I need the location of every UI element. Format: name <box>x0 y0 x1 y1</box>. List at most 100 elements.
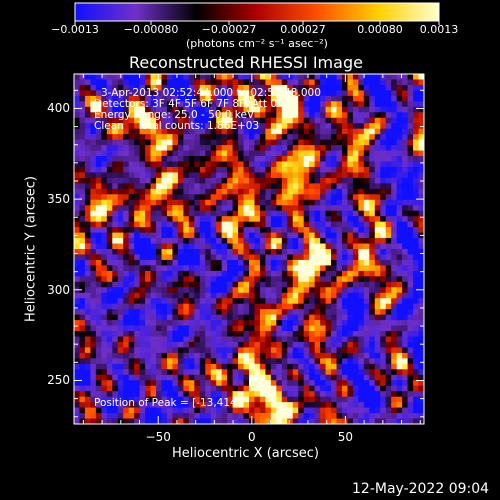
heatmap-cell <box>227 249 234 256</box>
heatmap-cell <box>407 314 414 321</box>
heatmap-cell <box>177 243 184 250</box>
heatmap-cell <box>374 341 381 349</box>
heatmap-cell <box>369 369 376 376</box>
heatmap-cell <box>298 254 305 261</box>
heatmap-cell <box>407 380 414 387</box>
heatmap-cell <box>303 249 310 256</box>
heatmap-cell <box>254 172 261 179</box>
heatmap-cell <box>341 238 349 245</box>
heatmap-cell <box>287 128 294 135</box>
heatmap-cell <box>205 117 212 124</box>
heatmap-cell <box>183 194 190 201</box>
heatmap-cell <box>166 314 174 321</box>
heatmap-cell <box>413 363 420 370</box>
heatmap-cell <box>90 243 97 250</box>
heatmap-cell <box>249 205 256 212</box>
heatmap-cell <box>320 259 327 267</box>
heatmap-cell <box>161 199 168 206</box>
heatmap-cell <box>380 385 387 392</box>
heatmap-cell <box>221 156 228 163</box>
heatmap-cell <box>106 112 113 119</box>
heatmap-cell <box>407 95 414 102</box>
heatmap-cell <box>145 347 152 354</box>
heatmap-cell <box>270 259 277 267</box>
heatmap-cell <box>385 369 392 376</box>
heatmap-cell <box>391 341 398 349</box>
heatmap-cell <box>161 128 168 135</box>
heatmap-cell <box>309 325 316 332</box>
heatmap-cell <box>216 276 223 283</box>
heatmap-cell <box>172 391 179 398</box>
heatmap-cell <box>84 117 92 124</box>
heatmap-cell <box>84 320 92 327</box>
heatmap-cell <box>358 74 365 81</box>
heatmap-cell <box>374 413 381 420</box>
heatmap-cell <box>385 391 392 398</box>
heatmap-cell <box>95 221 102 228</box>
heatmap-cell <box>150 188 157 195</box>
heatmap-cell <box>199 320 206 327</box>
heatmap-cell <box>292 314 299 321</box>
heatmap-cell <box>276 341 283 349</box>
heatmap-cell <box>254 341 261 349</box>
heatmap-cell <box>112 123 119 130</box>
heatmap-cell <box>270 139 277 146</box>
heatmap-cell <box>352 106 359 113</box>
heatmap-cell <box>325 112 332 119</box>
heatmap-cell <box>139 374 146 381</box>
heatmap-cell <box>331 402 338 409</box>
heatmap-cell <box>259 254 267 261</box>
heatmap-cell <box>84 210 92 217</box>
heatmap-cell <box>259 95 267 102</box>
heatmap-cell <box>145 413 152 420</box>
heatmap-cell <box>188 194 195 201</box>
heatmap-cell <box>402 265 409 272</box>
heatmap-cell <box>402 281 409 288</box>
heatmap-cell <box>232 128 239 135</box>
heatmap-cell <box>183 183 190 190</box>
heatmap-cell <box>281 358 288 365</box>
heatmap-cell <box>292 216 299 223</box>
heatmap-cell <box>413 199 420 206</box>
heatmap-cell <box>391 413 398 420</box>
heatmap-cell <box>243 396 250 403</box>
heatmap-cell <box>106 320 113 327</box>
heatmap-cell <box>380 112 387 119</box>
heatmap-cell <box>402 227 409 234</box>
heatmap-cell <box>369 106 376 113</box>
heatmap-cell <box>276 369 283 376</box>
heatmap-cell <box>363 418 370 424</box>
heatmap-cell <box>369 281 376 288</box>
heatmap-cell <box>123 352 130 359</box>
heatmap-cell <box>292 188 299 195</box>
heatmap-cell <box>407 249 414 256</box>
heatmap-cell <box>254 183 261 190</box>
heatmap-cell <box>391 270 398 277</box>
heatmap-cell <box>199 347 206 354</box>
heatmap-cell <box>298 117 305 124</box>
heatmap-cell <box>216 336 223 343</box>
heatmap-cell <box>407 238 414 245</box>
heatmap-cell <box>407 413 414 420</box>
heatmap-cell <box>407 134 414 141</box>
heatmap-cell <box>413 336 420 343</box>
heatmap-cell <box>161 374 168 381</box>
heatmap-cell <box>221 194 228 201</box>
heatmap-cell <box>84 336 92 343</box>
heatmap-cell <box>139 216 146 223</box>
heatmap-cell <box>232 407 239 414</box>
heatmap-cell <box>341 298 349 305</box>
heatmap-cell <box>232 281 239 288</box>
heatmap-cell <box>95 161 102 168</box>
heatmap-cell <box>331 331 338 338</box>
heatmap-cell <box>352 123 359 130</box>
heatmap-cell <box>156 265 163 272</box>
heatmap-cell <box>259 270 267 277</box>
heatmap-cell <box>243 281 250 288</box>
heatmap-cell <box>380 298 387 305</box>
heatmap-cell <box>391 265 398 272</box>
heatmap-cell <box>298 341 305 349</box>
heatmap-cell <box>402 413 409 420</box>
heatmap-cell <box>341 358 349 365</box>
heatmap-cell <box>331 281 338 288</box>
